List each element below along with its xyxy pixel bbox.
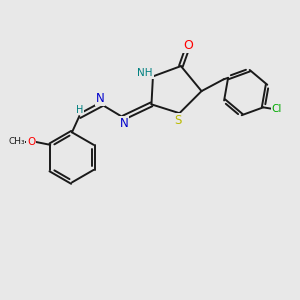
Text: O: O <box>183 39 193 52</box>
Text: CH₃: CH₃ <box>8 137 25 146</box>
Text: S: S <box>174 114 182 127</box>
Text: H: H <box>76 105 84 115</box>
Text: O: O <box>27 137 35 147</box>
Text: N: N <box>96 92 104 105</box>
Text: Cl: Cl <box>272 104 282 114</box>
Text: NH: NH <box>137 68 153 78</box>
Text: N: N <box>120 117 128 130</box>
